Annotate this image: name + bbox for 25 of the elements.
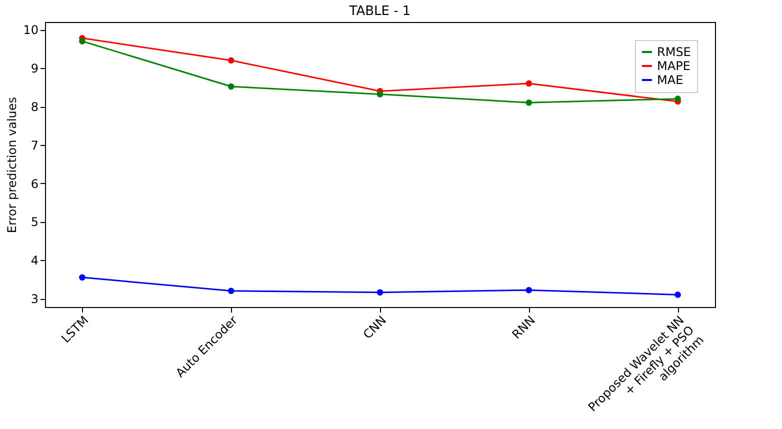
y-axis-title: Error prediction values [5, 96, 20, 234]
point [376, 289, 384, 296]
point [228, 57, 234, 64]
legend-label: MAPE [657, 59, 690, 73]
point [674, 96, 681, 102]
point [228, 83, 234, 90]
point [79, 38, 86, 44]
y-tick-label: 7 [30, 138, 38, 152]
y-tick-label: 8 [30, 100, 38, 114]
legend-label: MAE [657, 73, 684, 87]
point [526, 286, 532, 294]
point [376, 91, 384, 98]
y-tick-label: 10 [23, 23, 38, 38]
point [674, 292, 681, 298]
legend-label: RMSE [657, 45, 691, 59]
point [228, 288, 234, 294]
y-tick-label: 4 [30, 254, 38, 268]
y-tick-label: 3 [30, 292, 38, 306]
point [526, 100, 532, 106]
chart-title: TABLE - 1 [348, 4, 411, 19]
y-tick-label: 6 [30, 176, 38, 191]
point [526, 80, 532, 87]
y-tick-label: 9 [30, 62, 38, 76]
point [79, 274, 86, 281]
y-tick-label: 5 [30, 215, 38, 230]
